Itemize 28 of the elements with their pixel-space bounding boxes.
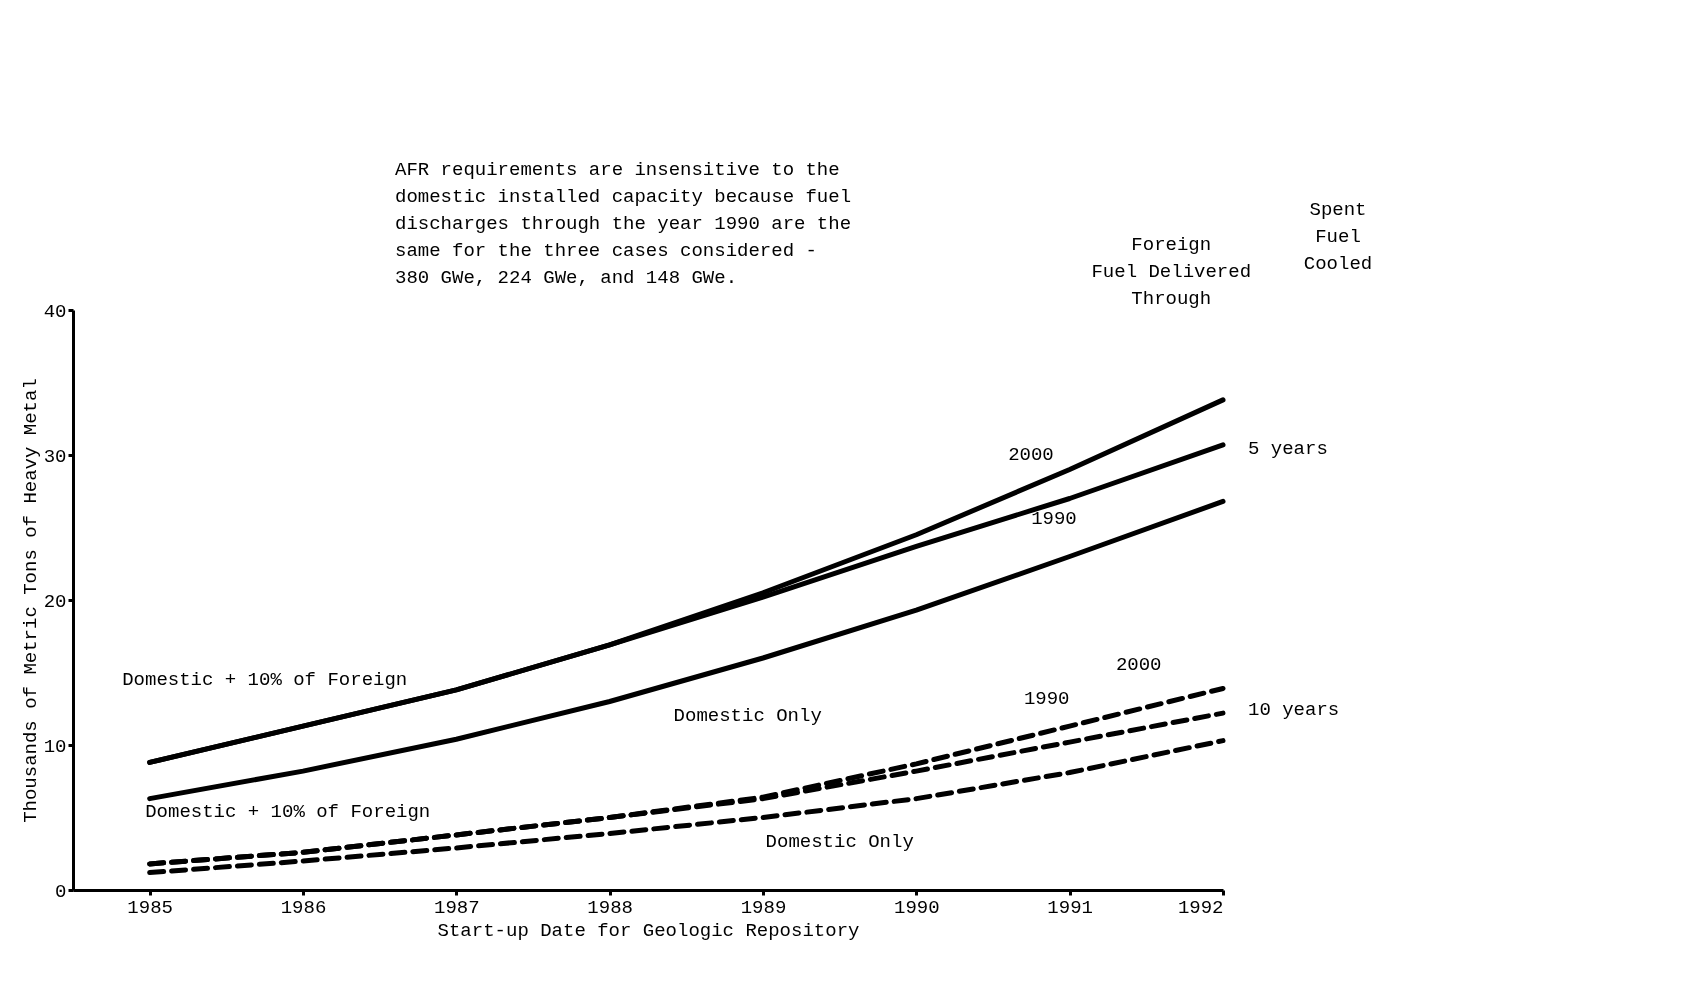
annotation: 2000 (1008, 444, 1054, 466)
annotation: 2000 (1115, 654, 1162, 677)
annotation: Domestic + 10% of Foreign (145, 800, 431, 823)
y-tick-label: 20 (43, 590, 67, 613)
annotation: 5 years (1248, 437, 1328, 460)
annotation: 10 years (1248, 698, 1340, 721)
annotation: Domestic + 10% of Foreign (122, 668, 408, 691)
annotation: Domestic Only (673, 705, 822, 727)
x-tick-label: 1986 (280, 896, 327, 919)
x-tick-label: 1990 (894, 896, 940, 919)
annotation: 1990 (1031, 507, 1077, 530)
annotation: 1990 (1023, 687, 1070, 710)
text: AFR requirements are insensitive to the domestic installed capacity because fuel discharges through the year 1990 are the same for the three cases considered - 380 GWe, 224 GWe, and 148 GWe. (395, 159, 852, 289)
y-axis-title: Thousands of Metric Tons of Heavy Metal (19, 378, 42, 823)
x-tick-label: 1985 (127, 896, 173, 919)
y-tick-label: 0 (55, 880, 67, 903)
x-axis-title: Start-up Date for Geologic Repository (437, 919, 860, 942)
x-tick-label: 1987 (434, 896, 480, 919)
text: Foreign Fuel Delivered Through (1091, 234, 1252, 310)
text: Spent Fuel Cooled (1303, 199, 1373, 275)
y-tick-label: 30 (43, 445, 67, 468)
x-tick-label: 1991 (1047, 896, 1093, 919)
x-tick-label: 1988 (587, 896, 633, 919)
annotation: Domestic Only (765, 831, 914, 854)
y-tick-label: 40 (43, 300, 67, 323)
x-tick-label: 1992 (1177, 896, 1224, 919)
x-tick-label: 1989 (740, 896, 787, 919)
y-tick-label: 10 (43, 735, 67, 758)
